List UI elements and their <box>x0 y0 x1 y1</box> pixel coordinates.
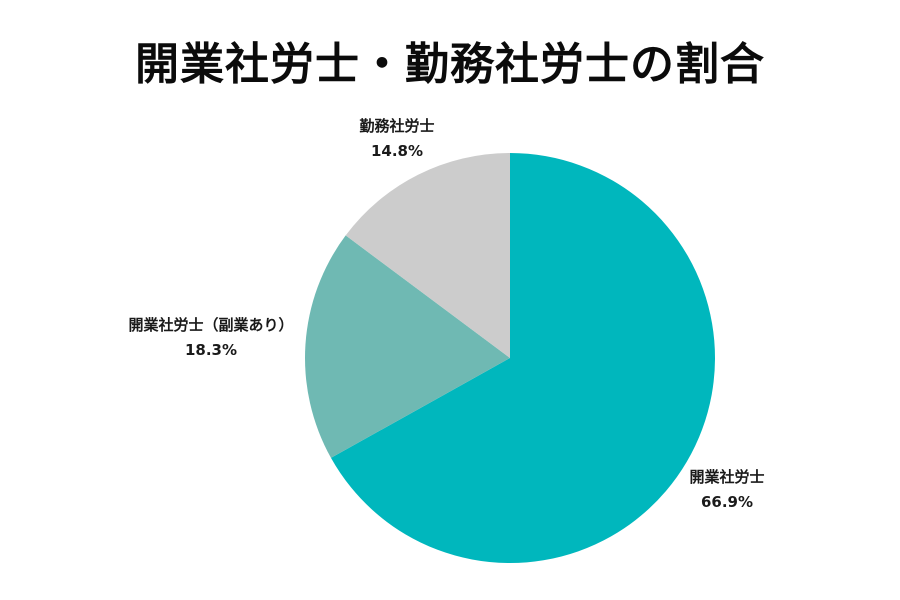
slice-label-3: 勤務社労士 <box>359 117 434 135</box>
slice-value-1: 66.9% <box>701 493 753 511</box>
pie-slice-3 <box>345 153 510 358</box>
slice-value-3: 14.8% <box>371 142 423 160</box>
pie-slice-2 <box>305 235 510 458</box>
pie-slice-1 <box>330 153 715 563</box>
chart-title: 開業社労士・勤務社労士の割合 <box>135 39 765 90</box>
pie-labels: 開業社労士 66.9% 開業社労士（副業あり） 18.3% 勤務社労士 14.8% <box>128 117 764 511</box>
pie-slices <box>305 153 715 563</box>
slice-label-2: 開業社労士（副業あり） <box>128 316 293 334</box>
slice-value-2: 18.3% <box>185 341 237 359</box>
slice-label-1: 開業社労士 <box>689 468 764 486</box>
